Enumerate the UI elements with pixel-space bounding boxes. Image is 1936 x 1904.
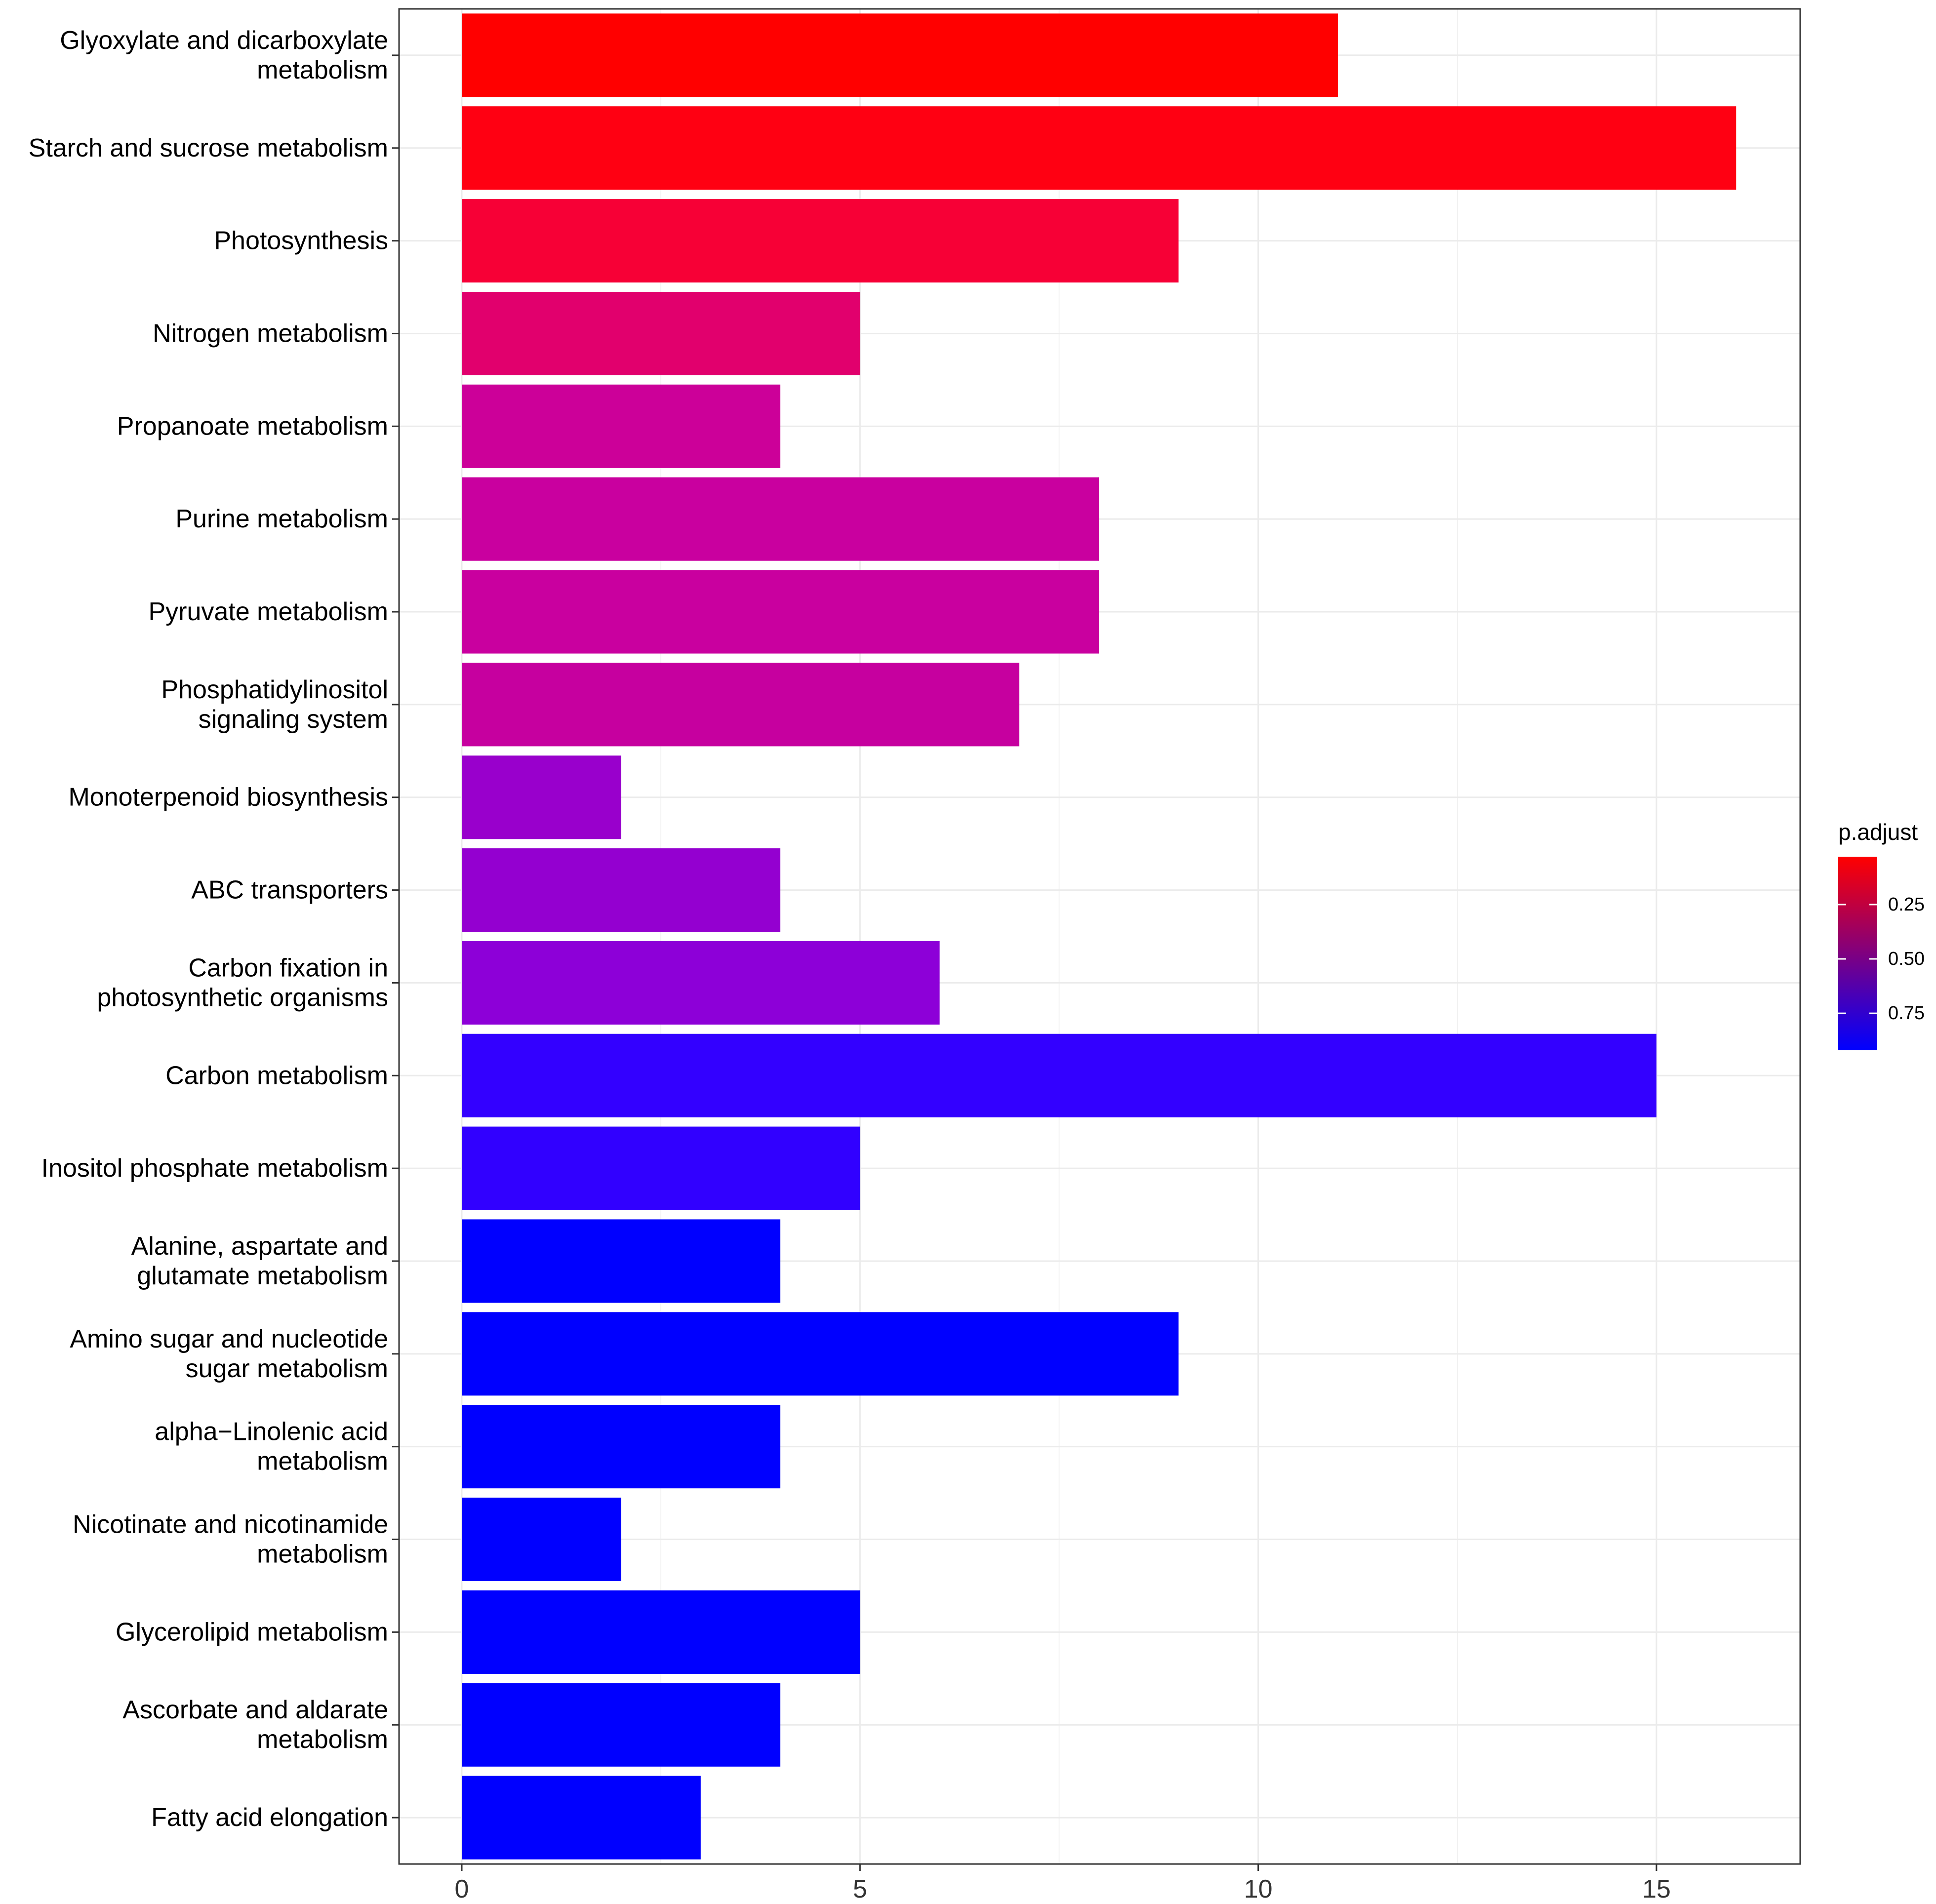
category-label-line: alpha−Linolenic acid bbox=[155, 1418, 388, 1446]
category-label: Inositol phosphate metabolism bbox=[41, 1154, 388, 1183]
category-label-line: ABC transporters bbox=[191, 876, 388, 905]
bar bbox=[462, 384, 781, 468]
category-label-line: metabolism bbox=[257, 56, 388, 84]
category-label: Propanoate metabolism bbox=[117, 412, 388, 440]
category-label: Photosynthesis bbox=[214, 227, 388, 255]
bar bbox=[462, 1405, 781, 1489]
category-label: Alanine, aspartate and glutamate metaboli… bbox=[131, 1232, 388, 1290]
category-label-line: Alanine, aspartate and bbox=[131, 1232, 388, 1261]
category-label-line: glutamate metabolism bbox=[137, 1262, 388, 1290]
category-label-line: photosynthetic organisms bbox=[97, 983, 388, 1012]
grid-lines bbox=[399, 9, 1800, 1864]
bar bbox=[462, 1776, 701, 1860]
category-label: Nitrogen metabolism bbox=[153, 319, 388, 348]
category-label-line: metabolism bbox=[257, 1725, 388, 1754]
legend-tick-label: 0.25 bbox=[1888, 894, 1925, 915]
bar bbox=[462, 1033, 1656, 1117]
legend-tick-label: 0.75 bbox=[1888, 1003, 1925, 1024]
x-tick-label: 15 bbox=[1642, 1875, 1671, 1904]
category-label-line: Photosynthesis bbox=[214, 227, 388, 255]
category-label-line: Inositol phosphate metabolism bbox=[41, 1154, 388, 1183]
category-label: Carbon metabolism bbox=[165, 1061, 388, 1090]
category-label: Carbon fixation in photosynthetic organis… bbox=[97, 953, 388, 1012]
legend-title: p.adjust bbox=[1838, 819, 1918, 845]
x-tick-label: 5 bbox=[853, 1875, 867, 1904]
x-tick-label: 10 bbox=[1244, 1875, 1273, 1904]
category-label-line: Carbon metabolism bbox=[165, 1061, 388, 1090]
category-label: Amino sugar and nucleotide sugar metaboli… bbox=[70, 1325, 388, 1383]
category-label: Nicotinate and nicotinamide metabolism bbox=[73, 1510, 388, 1569]
category-label-line: Nitrogen metabolism bbox=[153, 319, 388, 348]
bar bbox=[462, 291, 860, 376]
bar bbox=[462, 477, 1099, 561]
category-label-line: sugar metabolism bbox=[186, 1354, 388, 1383]
category-label-line: Carbon fixation in bbox=[188, 953, 388, 982]
category-label: Pyruvate metabolism bbox=[148, 597, 388, 626]
bar bbox=[462, 1497, 621, 1582]
panel-border bbox=[398, 8, 1801, 1865]
category-label: Phosphatidylinositol signaling system bbox=[161, 675, 388, 734]
category-label: Purine metabolism bbox=[175, 505, 388, 533]
bar bbox=[462, 106, 1736, 190]
bar bbox=[462, 848, 781, 932]
category-label: Starch and sucrose metabolism bbox=[29, 134, 388, 162]
legend-colorbar bbox=[1838, 857, 1877, 1050]
category-label-line: signaling system bbox=[199, 705, 388, 734]
category-label-line: Starch and sucrose metabolism bbox=[29, 134, 388, 162]
category-label-line: Phosphatidylinositol bbox=[161, 675, 388, 704]
bar bbox=[462, 1219, 781, 1303]
category-label-line: Glycerolipid metabolism bbox=[116, 1618, 388, 1646]
category-label-line: metabolism bbox=[257, 1447, 388, 1476]
bar bbox=[462, 663, 1019, 747]
bar bbox=[462, 1590, 860, 1674]
y-axis: Glyoxylate and dicarboxylate metabolismSt… bbox=[29, 26, 399, 1832]
bar bbox=[462, 1126, 860, 1210]
category-label: Glyoxylate and dicarboxylate metabolism bbox=[60, 26, 388, 84]
category-label: Monoterpenoid biosynthesis bbox=[68, 783, 388, 812]
bar bbox=[462, 13, 1338, 97]
legend-ticks: 0.25 0.50 0.75 bbox=[1838, 894, 1925, 1024]
bar bbox=[462, 570, 1099, 654]
category-label-line: metabolism bbox=[257, 1540, 388, 1569]
category-label-line: Propanoate metabolism bbox=[117, 412, 388, 440]
bar bbox=[462, 1312, 1179, 1396]
bar bbox=[462, 199, 1179, 283]
category-label: Fatty acid elongation bbox=[151, 1803, 388, 1832]
bar bbox=[462, 755, 621, 839]
category-label-line: Ascorbate and aldarate bbox=[122, 1696, 388, 1724]
x-tick-label: 0 bbox=[455, 1875, 469, 1904]
bar bbox=[462, 1683, 781, 1767]
category-label: ABC transporters bbox=[191, 876, 388, 905]
category-label-line: Pyruvate metabolism bbox=[148, 597, 388, 626]
legend-tick-label: 0.50 bbox=[1888, 949, 1925, 969]
category-label: Ascorbate and aldarate metabolism bbox=[122, 1696, 388, 1754]
category-label-line: Amino sugar and nucleotide bbox=[70, 1325, 388, 1353]
bars bbox=[462, 13, 1736, 1860]
category-label-line: Purine metabolism bbox=[175, 505, 388, 533]
legend: p.adjust 0.25 0.50 0.75 bbox=[1838, 819, 1925, 1050]
category-label-line: Monoterpenoid biosynthesis bbox=[68, 783, 388, 812]
category-label: alpha−Linolenic acid metabolism bbox=[155, 1418, 388, 1476]
category-label-line: Fatty acid elongation bbox=[151, 1803, 388, 1832]
category-label-line: Glyoxylate and dicarboxylate bbox=[60, 26, 388, 55]
category-label-line: Nicotinate and nicotinamide bbox=[73, 1510, 388, 1539]
category-label: Glycerolipid metabolism bbox=[116, 1618, 388, 1646]
x-axis: 0 5 10 15 bbox=[455, 1864, 1671, 1904]
bar bbox=[462, 941, 940, 1025]
